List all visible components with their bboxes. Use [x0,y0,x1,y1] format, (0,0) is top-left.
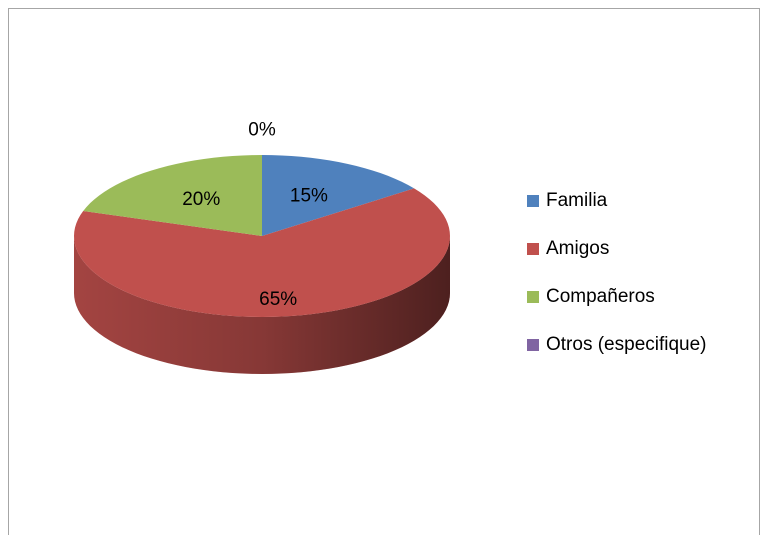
data-label: 0% [248,120,276,141]
legend-swatch [527,339,539,351]
pie-side-shade [74,236,450,374]
legend-label: Familia [546,190,608,211]
pie-slice [74,188,450,317]
legend-swatch [527,243,539,255]
data-label: 15% [290,185,328,206]
legend-swatch [527,291,539,303]
pie-slice [83,155,262,236]
legend-swatch [527,195,539,207]
legend-label: Compañeros [546,286,655,307]
legend-label: Otros (especifique) [546,334,707,355]
legend-label: Amigos [546,238,609,259]
pie-slice [262,155,415,236]
data-label: 20% [182,189,220,210]
data-label: 65% [259,289,297,310]
